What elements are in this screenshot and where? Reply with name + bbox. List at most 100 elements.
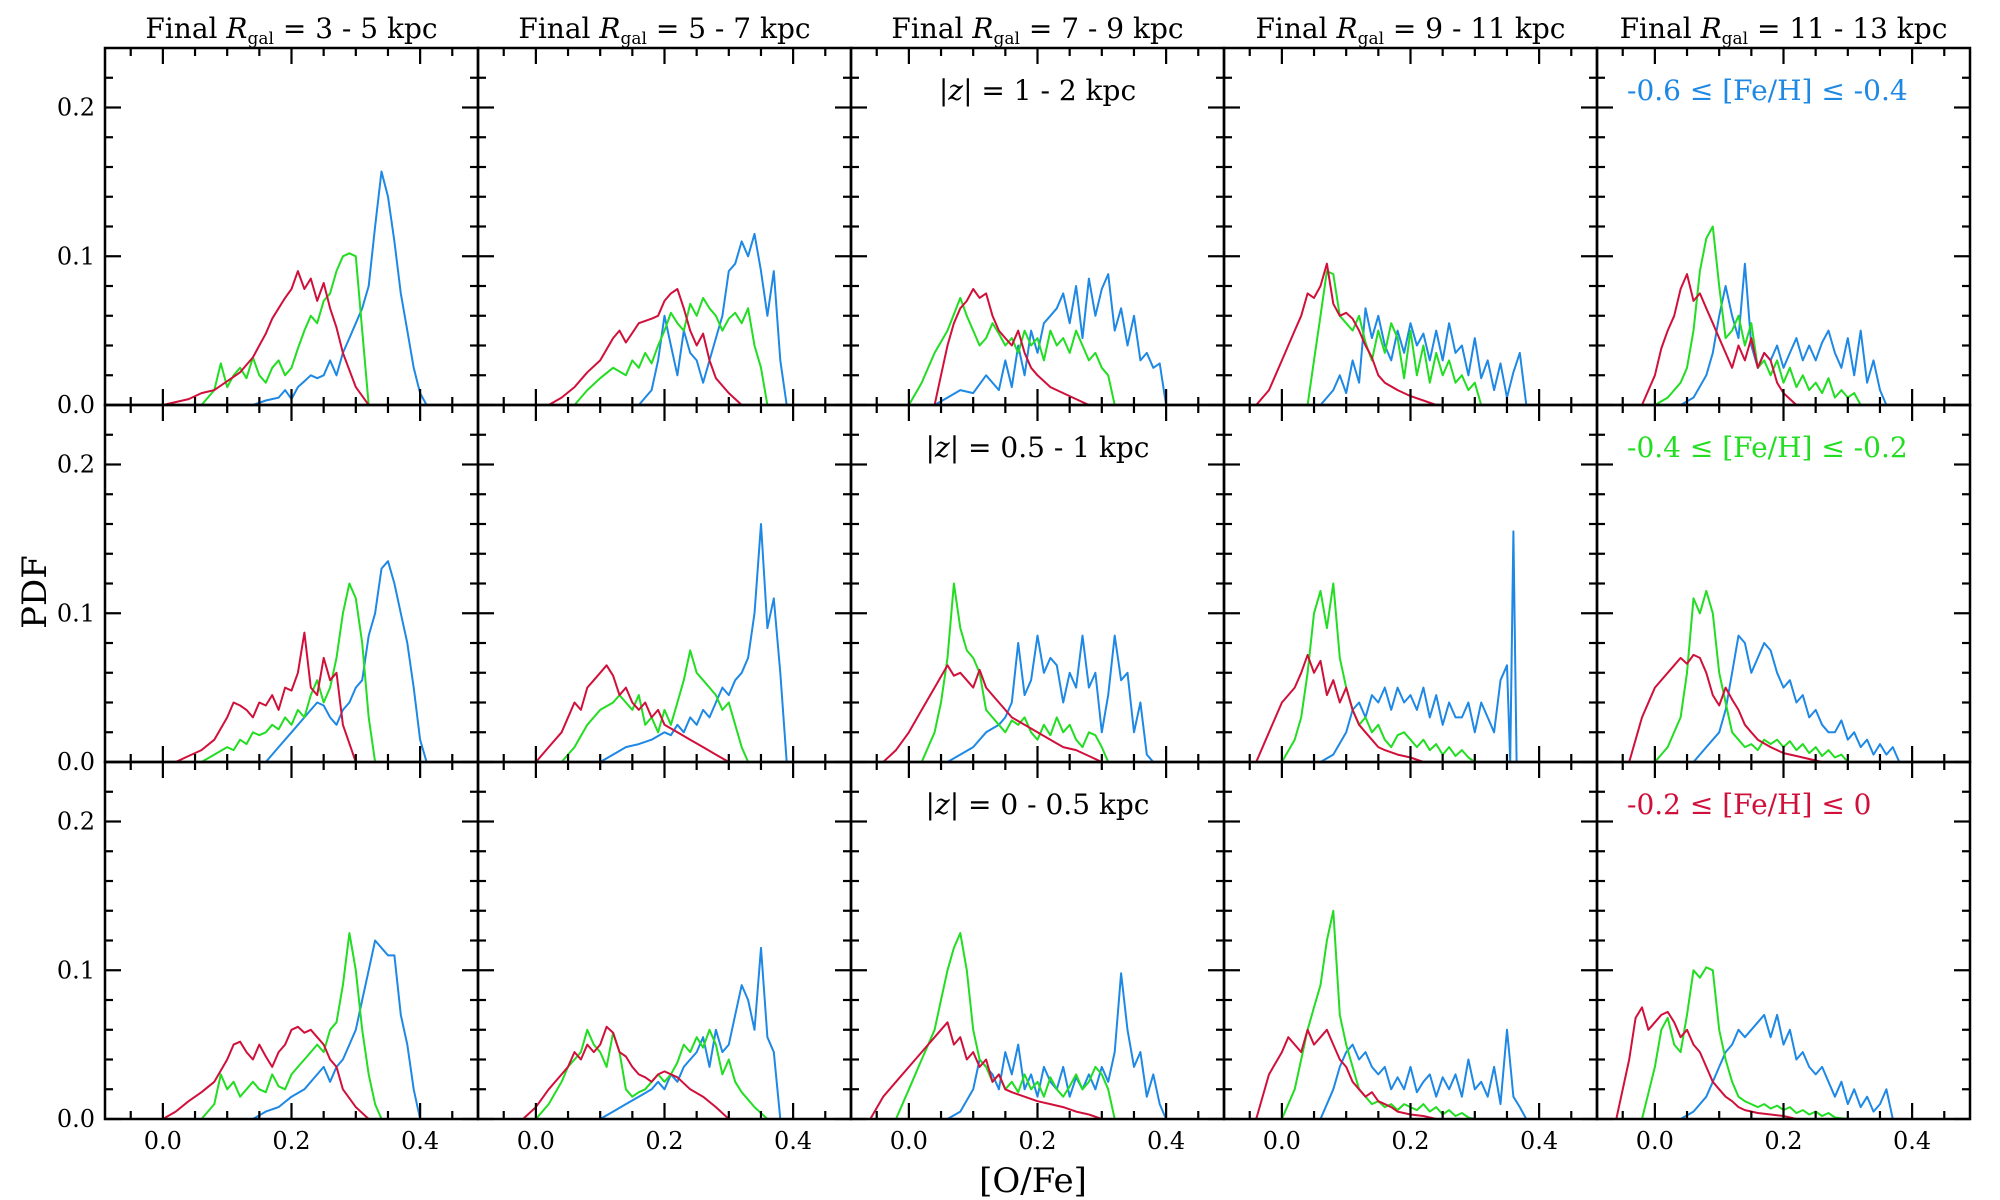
column-title: Final Rgal = 11 - 13 kpc xyxy=(1620,12,1948,49)
panel-r3-c3: 0.0 0.2 0.4 |z| = 0 - 0.5 kpc xyxy=(849,760,1226,1155)
x-tick-label: 0.4 xyxy=(774,1127,812,1155)
y-tick-label: 0.1 xyxy=(57,956,95,984)
series-line-blue xyxy=(934,273,1168,405)
series-line-blue xyxy=(1319,1028,1528,1119)
legend-label: -0.4 ≤ [Fe/H] ≤ -0.2 xyxy=(1627,431,1908,464)
x-tick-label: 0.0 xyxy=(1636,1127,1674,1155)
x-tick-label: 0.0 xyxy=(1263,1127,1301,1155)
series-line-red xyxy=(162,1025,370,1119)
column-title-prefix: Final xyxy=(518,12,599,45)
x-axis-title: [O/Fe] xyxy=(979,1161,1087,1200)
panel-frame xyxy=(476,46,853,407)
x-tick-label: 0.2 xyxy=(272,1127,310,1155)
series-line-blue xyxy=(638,232,788,405)
x-tick-label: 0.4 xyxy=(1893,1127,1931,1155)
series-group xyxy=(548,232,788,405)
panel-frame xyxy=(103,46,480,407)
column-title-symbol: R xyxy=(225,12,247,45)
series-line-green xyxy=(560,649,750,762)
series-line-red xyxy=(535,664,730,762)
series-line-red xyxy=(1255,1028,1437,1119)
legend-label: -0.2 ≤ [Fe/H] ≤ 0 xyxy=(1627,788,1872,821)
z-range-label: |z| = 1 - 2 kpc xyxy=(939,74,1136,107)
panel-r3-c5: 0.0 0.2 0.4 -0.2 ≤ [Fe/H] ≤ 0 xyxy=(1595,760,1972,1155)
column-title: Final Rgal = 7 - 9 kpc xyxy=(891,12,1183,49)
column-title-prefix: Final xyxy=(1256,12,1337,45)
column-title-prefix: Final xyxy=(891,12,972,45)
panel-r2-c1: 0.0 0.1 0.2 xyxy=(57,403,480,776)
series-line-blue xyxy=(265,560,428,762)
z-range-prefix: | xyxy=(926,431,935,464)
series-group xyxy=(1255,530,1518,762)
series-group xyxy=(1641,225,1888,405)
series-line-red xyxy=(1641,273,1798,405)
column-title-symbol: R xyxy=(1335,12,1357,45)
series-line-green xyxy=(1654,589,1849,762)
y-tick-label: 0.0 xyxy=(57,748,95,776)
x-tick-label: 0.2 xyxy=(1018,1127,1056,1155)
column-title: Final Rgal = 3 - 5 kpc xyxy=(145,12,437,49)
panel-r1-c3: |z| = 1 - 2 kpc xyxy=(849,46,1226,407)
series-line-red xyxy=(1255,653,1424,762)
z-range-text: | = 0.5 - 1 kpc xyxy=(950,431,1150,464)
series-line-green xyxy=(920,582,1110,762)
series-line-red xyxy=(175,631,357,762)
z-range-prefix: | xyxy=(939,74,948,107)
series-line-red xyxy=(162,270,370,405)
column-title: Final Rgal = 5 - 7 kpc xyxy=(518,12,810,49)
series-line-blue xyxy=(946,634,1155,762)
series-line-blue xyxy=(1692,634,1901,762)
series-line-red xyxy=(1628,653,1823,762)
z-range-symbol: z xyxy=(934,431,950,464)
x-tick-label: 0.4 xyxy=(401,1127,439,1155)
column-title-subscript: gal xyxy=(1722,29,1748,49)
series-line-green xyxy=(535,1028,769,1119)
column-title-range: = 3 - 5 kpc xyxy=(274,12,438,45)
series-line-blue xyxy=(946,972,1168,1119)
column-title-symbol: R xyxy=(598,12,620,45)
series-line-green xyxy=(1654,225,1862,405)
panel-frame xyxy=(103,403,480,764)
panel-r1-c4 xyxy=(1222,46,1599,407)
series-line-red xyxy=(522,1025,730,1119)
panel-r1-c1: 0.0 0.1 0.2 xyxy=(57,46,480,419)
column-title-range: = 5 - 7 kpc xyxy=(647,12,811,45)
series-line-red xyxy=(548,288,743,405)
column-title-subscript: gal xyxy=(620,29,646,49)
panel-frame xyxy=(476,760,853,1121)
column-title-range: = 11 - 13 kpc xyxy=(1748,12,1947,45)
panel-r1-c5: -0.6 ≤ [Fe/H] ≤ -0.4 xyxy=(1595,46,1972,407)
panel-r2-c5: -0.4 ≤ [Fe/H] ≤ -0.2 xyxy=(1595,403,1972,764)
series-line-blue xyxy=(1319,530,1518,762)
series-line-red xyxy=(1255,262,1437,405)
panel-frame xyxy=(103,760,480,1121)
z-range-text: | = 1 - 2 kpc xyxy=(963,74,1136,107)
panel-r3-c4: 0.0 0.2 0.4 xyxy=(1222,760,1599,1155)
series-line-green xyxy=(1281,582,1476,762)
series-line-red xyxy=(869,1021,1103,1119)
series-line-green xyxy=(1280,909,1476,1119)
z-range-text: | = 0 - 0.5 kpc xyxy=(950,788,1150,821)
series-line-red xyxy=(1615,1006,1797,1119)
x-tick-label: 0.0 xyxy=(144,1127,182,1155)
panel-grid: 0.00.10.2|z| = 1 - 2 kpc -0.6 ≤ [Fe/H] ≤ … xyxy=(57,46,1972,1155)
series-line-red xyxy=(882,664,1103,762)
series-group xyxy=(1615,966,1894,1119)
x-tick-label: 0.0 xyxy=(890,1127,928,1155)
series-group xyxy=(535,523,788,762)
column-title-subscript: gal xyxy=(993,29,1019,49)
series-line-green xyxy=(200,932,383,1119)
series-group xyxy=(162,170,428,405)
z-range-prefix: | xyxy=(926,788,935,821)
z-range-label: |z| = 0 - 0.5 kpc xyxy=(926,788,1150,821)
y-tick-label: 0.0 xyxy=(57,391,95,419)
z-range-symbol: z xyxy=(947,74,963,107)
panel-r3-c2: 0.0 0.2 0.4 xyxy=(476,760,853,1155)
x-tick-label: 0.2 xyxy=(1764,1127,1802,1155)
series-line-green xyxy=(573,296,769,405)
x-tick-label: 0.4 xyxy=(1520,1127,1558,1155)
y-tick-label: 0.2 xyxy=(57,808,95,836)
series-line-green xyxy=(1306,270,1483,405)
column-title-range: = 9 - 11 kpc xyxy=(1384,12,1565,45)
panel-r3-c1: 0.0 0.1 0.2 0.0 0.2 0.4 xyxy=(57,760,480,1155)
